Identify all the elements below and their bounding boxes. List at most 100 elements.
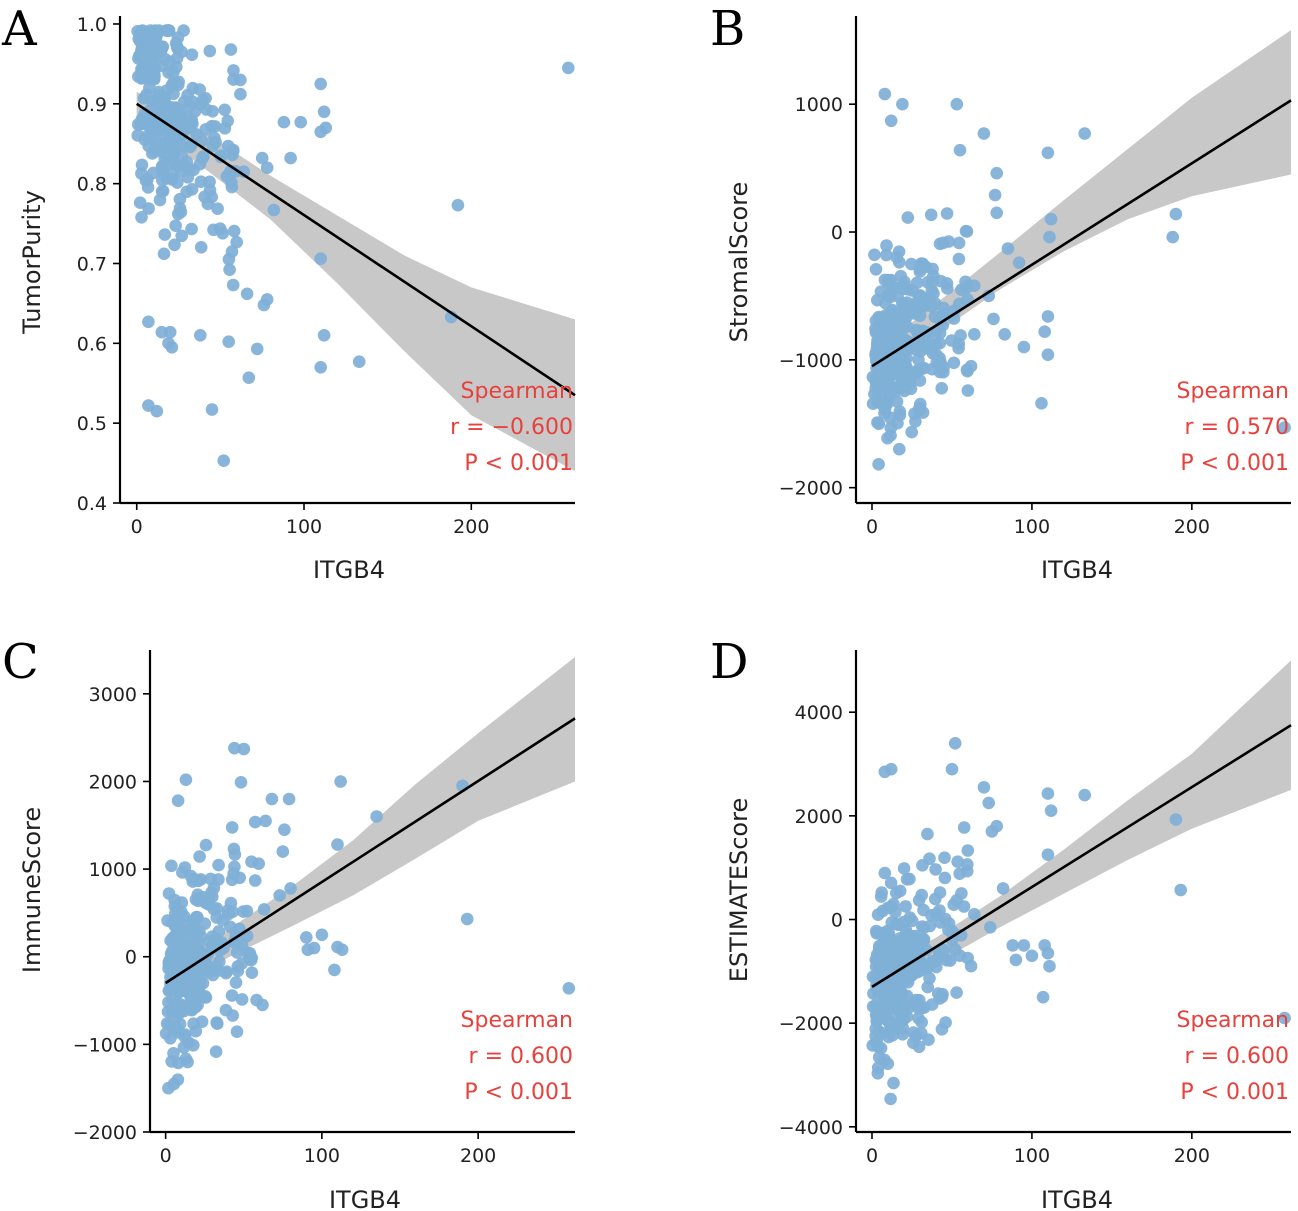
scatter-point <box>175 229 188 243</box>
scatter-point <box>163 325 177 339</box>
scatter-point <box>182 99 196 113</box>
scatter-point <box>1041 348 1055 362</box>
annotation-p-value: P < 0.001 <box>464 451 573 476</box>
scatter-point <box>562 61 575 75</box>
scatter-point <box>968 908 981 921</box>
scatter-point <box>171 42 184 55</box>
scatter-point <box>335 943 349 956</box>
scatter-point <box>884 1092 897 1106</box>
scatter-point <box>959 224 973 238</box>
scatter-point <box>228 860 241 874</box>
scatter-point <box>214 150 228 164</box>
scatter-point <box>911 936 924 949</box>
scatter-point <box>884 876 898 890</box>
scatter-point <box>884 900 898 914</box>
panel-d: D 0 100 200 −4000 −2000 0 2000 4000 ITGB4 ESTIMATE… <box>710 634 1292 1211</box>
scatter-point <box>884 114 898 128</box>
scatter-point <box>938 871 952 885</box>
scatter-point <box>237 742 251 756</box>
scatter-point <box>135 211 148 224</box>
scatter-point <box>171 1073 185 1086</box>
scatter-point <box>132 70 145 83</box>
scatter-point <box>912 894 926 907</box>
scatter-point <box>1006 939 1019 952</box>
y-tick-label: 0.7 <box>77 253 107 275</box>
scatter-point <box>225 245 239 258</box>
scatter-point <box>937 365 950 379</box>
scatter-point <box>334 775 347 788</box>
y-tick-label: 1.0 <box>77 14 107 36</box>
scatter-point <box>301 943 315 956</box>
scatter-point <box>245 855 258 868</box>
scatter-point <box>209 1045 223 1058</box>
y-tick-label: 0 <box>831 222 843 244</box>
scatter-point <box>189 923 202 937</box>
scatter-point <box>156 184 170 198</box>
annotation-method: Spearman <box>461 379 573 404</box>
scatter-point <box>172 924 185 938</box>
scatter-point <box>167 1047 180 1060</box>
annotation-r-value: r = 0.600 <box>1185 1044 1289 1069</box>
y-axis-title: TumorPurity <box>18 190 46 335</box>
scatter-point <box>167 76 180 89</box>
scatter-point <box>998 328 1011 341</box>
scatter-point <box>277 115 291 129</box>
panel-letter-b: B <box>710 1 745 57</box>
scatter-point <box>952 236 966 250</box>
scatter-points <box>866 87 1291 471</box>
annotation-p-value: P < 0.001 <box>1180 1080 1289 1105</box>
scatter-point <box>260 161 274 174</box>
scatter-point <box>167 87 180 101</box>
scatter-point <box>284 882 297 895</box>
scatter-point <box>317 105 331 119</box>
scatter-point <box>224 896 238 910</box>
y-tick-label: 1000 <box>795 94 843 116</box>
scatter-point <box>1078 127 1091 140</box>
annotation-p-value: P < 0.001 <box>464 1080 573 1105</box>
scatter-point <box>168 238 181 252</box>
scatter-points <box>866 737 1291 1106</box>
scatter-point <box>869 1022 882 1035</box>
panel-c: C 0 100 200 −2000 −1000 0 1000 2000 3000 ITGB4 Immu… <box>2 634 576 1211</box>
scatter-point <box>205 403 219 416</box>
scatter-point <box>248 815 262 829</box>
y-tick-label: 2000 <box>795 806 843 828</box>
scatter-point <box>868 248 881 262</box>
annotation-p-value: P < 0.001 <box>1180 451 1289 476</box>
scatter-point <box>148 145 162 158</box>
scatter-point <box>905 425 918 439</box>
scatter-point <box>1017 939 1031 952</box>
x-tick-label: 0 <box>131 516 143 538</box>
scatter-point <box>331 838 344 851</box>
scatter-point <box>210 1016 223 1029</box>
x-axis-title: ITGB4 <box>1041 1186 1113 1211</box>
scatter-point <box>197 150 210 163</box>
scatter-point <box>1044 212 1058 226</box>
scatter-point <box>1041 146 1055 160</box>
annotation-r-value: r = −0.600 <box>450 415 573 440</box>
scatter-point <box>194 241 208 254</box>
scatter-point <box>929 348 943 361</box>
y-tick-label: −2000 <box>779 1013 843 1035</box>
scatter-point <box>177 1041 191 1054</box>
scatter-point <box>199 92 212 105</box>
scatter-point <box>257 903 271 916</box>
scatter-point <box>178 910 191 923</box>
scatter-point <box>199 896 212 909</box>
scatter-point <box>938 851 951 864</box>
scatter-point <box>204 872 217 886</box>
scatter-point <box>248 874 262 887</box>
scatter-point <box>143 81 156 95</box>
scatter-point <box>167 66 180 79</box>
annotation-method: Spearman <box>1177 379 1289 404</box>
scatter-point <box>202 935 216 948</box>
scatter-point <box>240 904 254 918</box>
scatter-point <box>915 1016 928 1029</box>
scatter-point <box>929 892 942 906</box>
y-tick-label: 0 <box>831 910 843 932</box>
scatter-point <box>228 741 241 755</box>
annotation-r-value: r = 0.600 <box>469 1044 573 1069</box>
scatter-point <box>894 369 908 383</box>
scatter-point <box>1043 230 1056 244</box>
scatter-point <box>197 961 211 974</box>
